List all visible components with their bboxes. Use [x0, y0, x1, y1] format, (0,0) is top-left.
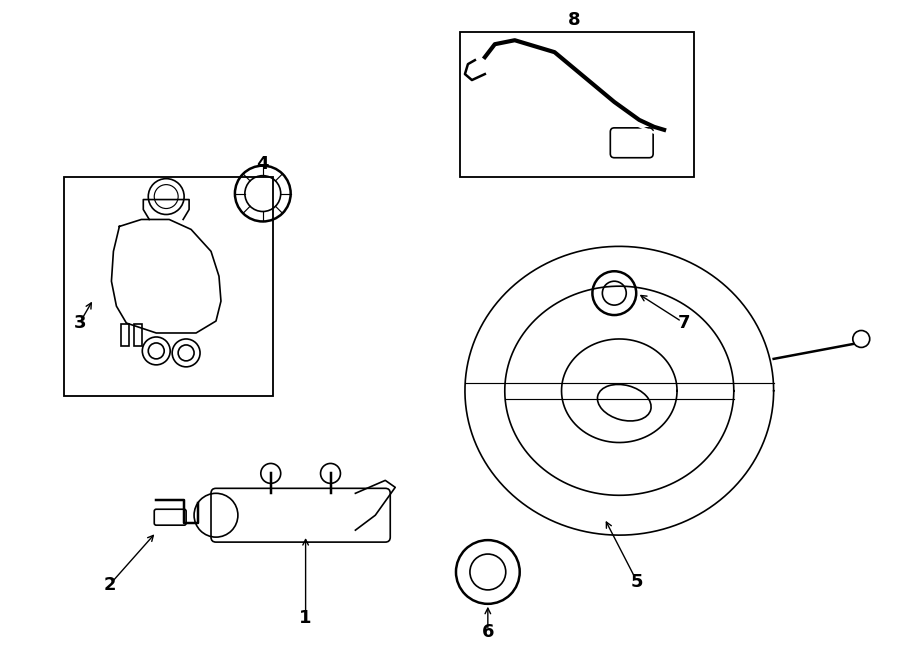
Text: 2: 2 — [104, 576, 116, 594]
Bar — [64, 176, 273, 396]
Text: 6: 6 — [482, 623, 494, 641]
Text: 7: 7 — [678, 314, 690, 332]
Bar — [460, 32, 694, 176]
Text: 8: 8 — [568, 11, 580, 29]
Text: 5: 5 — [631, 573, 644, 591]
Bar — [122, 324, 130, 346]
Text: 3: 3 — [73, 314, 86, 332]
Polygon shape — [465, 60, 485, 80]
Text: 4: 4 — [256, 155, 269, 173]
Text: 1: 1 — [300, 609, 312, 627]
Bar — [134, 324, 142, 346]
